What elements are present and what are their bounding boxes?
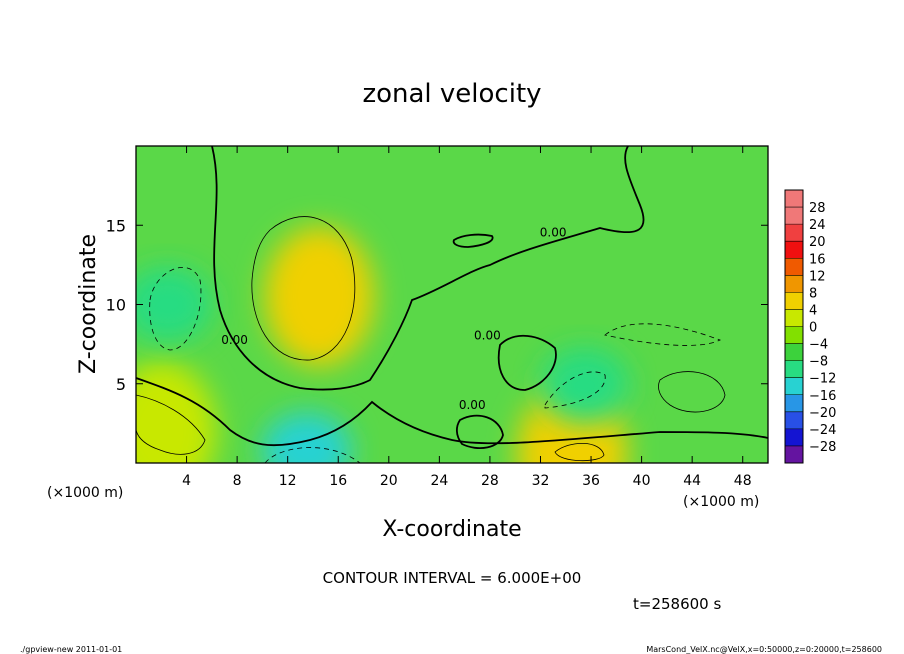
colorbar-swatch xyxy=(785,292,803,310)
positive-contour-bottom xyxy=(554,442,605,462)
negative-contour-bottom xyxy=(264,447,361,463)
x-axis-label: X-coordinate xyxy=(382,517,521,542)
zero-contour-blob xyxy=(452,233,494,248)
colorbar-swatch xyxy=(785,360,803,379)
contour-label: 0.00 xyxy=(474,328,501,342)
negative-contour-left xyxy=(149,267,202,351)
y-tick-label: 10 xyxy=(106,296,126,315)
x-tick-label: 8 xyxy=(233,473,242,489)
colorbar-label: 8 xyxy=(809,286,817,301)
positive-contour-upper xyxy=(251,216,356,361)
colorbar-swatch xyxy=(785,309,803,327)
negative-contour-upper-right xyxy=(604,323,722,346)
velocity-regions xyxy=(136,226,630,463)
contour-interval-label: CONTOUR INTERVAL = 6.000E+00 xyxy=(323,569,582,587)
footer-right: MarsCond_VelX.nc@VelX,x=0:50000,z=0:2000… xyxy=(646,645,882,654)
colorbar-swatch xyxy=(785,428,803,447)
colorbar-swatch xyxy=(785,241,803,259)
colorbar-label: −28 xyxy=(809,440,836,455)
colorbar-label: −24 xyxy=(809,423,836,438)
positive-contour-right xyxy=(658,371,726,413)
colorbar-swatch xyxy=(785,275,803,293)
chart-title: zonal velocity xyxy=(362,79,541,109)
colorbar-swatch xyxy=(785,411,803,430)
colorbar-swatch xyxy=(785,258,803,276)
velocity-region-positive xyxy=(136,361,217,463)
contour-label: 0.00 xyxy=(459,398,486,412)
colorbar-swatch xyxy=(785,445,803,464)
colorbar-label: 24 xyxy=(809,218,826,233)
colorbar-swatch xyxy=(785,377,803,396)
x-tick-label: 4 xyxy=(182,473,191,489)
y-axis: 5 10 15 xyxy=(106,216,768,394)
x-axis: 4 8 12 16 20 24 28 32 36 40 44 48 xyxy=(182,146,752,489)
zero-contour-left xyxy=(136,377,768,447)
colorbar-label: −8 xyxy=(809,355,828,370)
colorbar-swatch xyxy=(785,343,803,362)
colorbar-swatch xyxy=(785,326,803,345)
y-tick-label: 15 xyxy=(106,216,126,235)
x-axis-unit-label: (×1000 m) xyxy=(47,485,123,501)
color-bar: 28 24 20 16 12 8 4 0 −4 −8 −12 −16 −20 −24 −28 xyxy=(784,189,836,464)
colorbar-swatch xyxy=(785,224,803,242)
plot-background xyxy=(136,146,768,463)
positive-contour-left xyxy=(136,394,206,455)
positive-contours xyxy=(136,216,726,462)
colorbar-label: −16 xyxy=(809,389,836,404)
contour-labels: 0.00 0.00 0.00 0.00 xyxy=(221,225,566,412)
x-tick-label: 40 xyxy=(633,473,651,489)
zero-contours xyxy=(136,146,768,449)
colorbar-swatch xyxy=(785,207,803,225)
colorbar-label: 20 xyxy=(809,235,826,250)
x-tick-label: 28 xyxy=(481,473,499,489)
x-tick-label: 12 xyxy=(279,473,297,489)
x-tick-label: 36 xyxy=(582,473,600,489)
y-axis-label: Z-coordinate xyxy=(76,234,101,374)
zero-contour-upper xyxy=(211,146,645,391)
velocity-region-negative xyxy=(261,412,352,463)
colorbar-label: −12 xyxy=(809,372,836,387)
y-axis-unit-label: (×1000 m) xyxy=(683,494,759,510)
contour-label: 0.00 xyxy=(221,333,248,347)
colorbar-label: 0 xyxy=(809,321,817,336)
colorbar-label: 16 xyxy=(809,252,826,267)
colorbar-label: 4 xyxy=(809,303,817,318)
x-tick-label: 20 xyxy=(380,473,398,489)
negative-contours xyxy=(149,267,722,463)
x-tick-label: 32 xyxy=(532,473,550,489)
x-tick-label: 44 xyxy=(683,473,701,489)
zero-contour-lower xyxy=(455,414,504,449)
zero-contour-island xyxy=(497,334,557,391)
x-tick-label: 48 xyxy=(734,473,752,489)
x-tick-label: 16 xyxy=(329,473,347,489)
colorbar-swatch xyxy=(785,190,803,208)
colorbar-label: −20 xyxy=(809,406,836,421)
colorbar-swatch xyxy=(785,394,803,413)
velocity-region-negative xyxy=(136,266,213,343)
contour-label: 0.00 xyxy=(540,225,567,239)
time-label: t=258600 s xyxy=(633,595,721,613)
plot-area: 0.00 0.00 0.00 0.00 xyxy=(136,146,768,463)
velocity-region-positive xyxy=(264,226,375,367)
x-tick-label: 24 xyxy=(430,473,448,489)
colorbar-label: 28 xyxy=(809,201,826,216)
colorbar-label: 12 xyxy=(809,269,826,284)
colorbar-label: −4 xyxy=(809,338,828,353)
y-tick-label: 5 xyxy=(116,375,126,394)
velocity-region-negative xyxy=(539,347,630,424)
footer-left: ./gpview-new 2011-01-01 xyxy=(20,645,122,654)
negative-contour-right xyxy=(544,371,606,409)
